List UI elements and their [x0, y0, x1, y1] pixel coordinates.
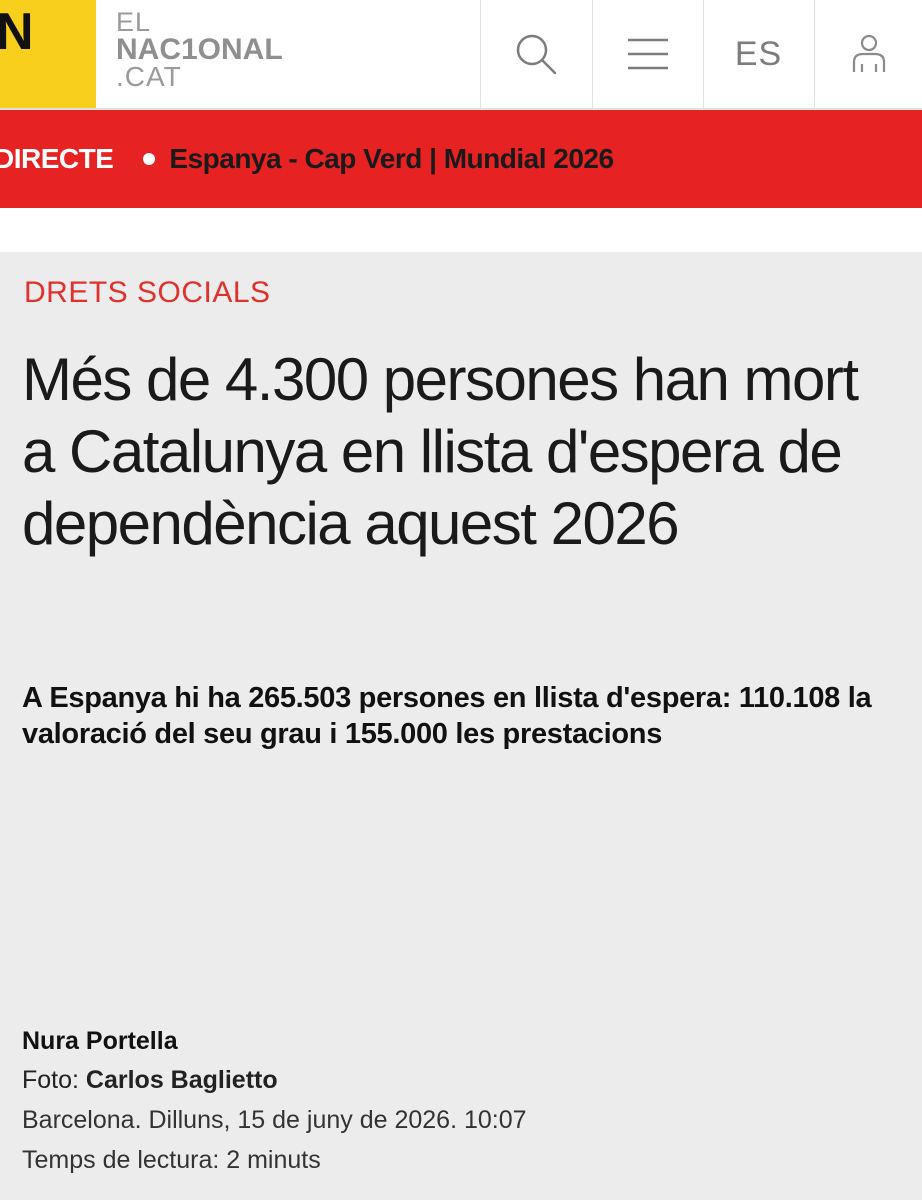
- user-icon: [852, 34, 885, 72]
- hamburger-menu-icon: [627, 38, 668, 70]
- spacer: [0, 208, 922, 252]
- article-byline: Nura Portella Foto: Carlos Baglietto Bar…: [22, 1022, 902, 1180]
- site-header: N EL NAC1ONAL .CAT ES: [0, 0, 922, 109]
- wordmark-line-3: .CAT: [116, 61, 182, 93]
- photo-credit-prefix: Foto:: [22, 1066, 86, 1094]
- reading-time: Temps de lectura: 2 minuts: [22, 1146, 321, 1174]
- live-label: DIRECTE: [0, 143, 114, 174]
- section-label[interactable]: DRETS SOCIALS: [24, 276, 271, 309]
- author-name[interactable]: Nura Portella: [22, 1027, 178, 1055]
- search-button[interactable]: [480, 0, 590, 108]
- logo-letter: N: [0, 3, 34, 61]
- menu-button[interactable]: [592, 0, 702, 108]
- search-icon: [516, 34, 556, 75]
- wordmark-line-1: EL: [116, 7, 152, 37]
- language-label: ES: [734, 34, 783, 73]
- article-subheadline: A Espanya hi ha 265.503 persones en llis…: [22, 682, 872, 750]
- article-headline: Més de 4.300 persones han mort a Catalun…: [22, 346, 859, 557]
- site-wordmark[interactable]: EL NAC1ONAL .CAT: [116, 7, 283, 93]
- article: DRETS SOCIALS Més de 4.300 persones han …: [0, 252, 922, 1200]
- site-logo[interactable]: N: [0, 0, 96, 108]
- wordmark-line-2: NAC1ONAL: [116, 32, 283, 66]
- article-dateline: Barcelona. Dilluns, 15 de juny de 2026. …: [22, 1106, 527, 1134]
- user-account-button[interactable]: [814, 0, 922, 108]
- language-switch-button[interactable]: ES: [703, 0, 813, 108]
- live-news-bar[interactable]: DIRECTE Espanya - Cap Verd | Mundial 202…: [0, 110, 922, 208]
- live-headline-link[interactable]: Espanya - Cap Verd | Mundial 2026: [169, 143, 614, 174]
- photo-credit: Foto: Carlos Baglietto: [22, 1060, 902, 1100]
- live-dot-icon: [143, 153, 156, 165]
- photographer-name: Carlos Baglietto: [85, 1066, 278, 1094]
